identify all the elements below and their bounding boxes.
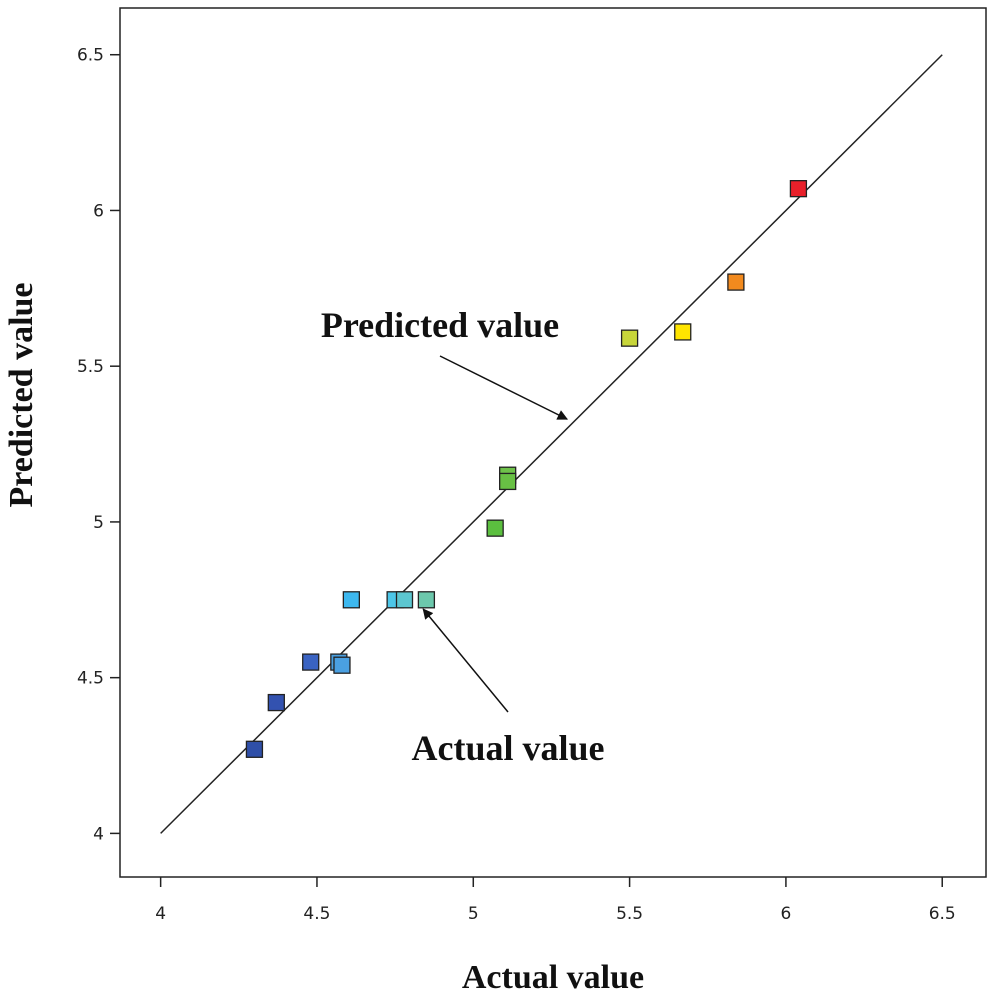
reference-line xyxy=(160,54,943,834)
plot-frame xyxy=(119,7,987,878)
y-axis-title: Predicted value xyxy=(3,282,40,507)
data-point xyxy=(417,591,436,609)
x-axis: 4 4.5 5 5.5 6 6.5 xyxy=(155,877,956,924)
data-point xyxy=(302,653,320,671)
data-point xyxy=(674,323,692,341)
data-point xyxy=(499,472,517,491)
x-tick-label: 6.5 xyxy=(929,904,956,924)
data-point xyxy=(342,591,361,609)
x-axis-title: Actual value xyxy=(462,959,644,995)
x-tick-label: 5.5 xyxy=(616,904,643,924)
y-tick-label: 6 xyxy=(93,201,104,221)
annotation-predicted-value: Predicted value xyxy=(321,305,559,345)
annotations: Predicted value Actual value xyxy=(321,305,605,768)
data-point xyxy=(486,519,504,537)
x-tick-label: 4 xyxy=(155,904,166,924)
y-tick-label: 6.5 xyxy=(77,46,104,66)
data-point xyxy=(245,740,264,758)
y-tick-label: 4 xyxy=(93,824,104,844)
annotation-actual-arrow xyxy=(422,608,509,713)
x-tick-label: 6 xyxy=(780,904,791,924)
data-points xyxy=(245,180,808,758)
data-point xyxy=(620,329,639,347)
x-tick-label: 4.5 xyxy=(303,904,330,924)
annotation-actual-value: Actual value xyxy=(412,728,605,768)
y-tick-label: 4.5 xyxy=(77,669,104,689)
data-point xyxy=(333,656,351,674)
y-tick-label: 5 xyxy=(93,513,104,533)
x-tick-label: 5 xyxy=(468,904,479,924)
y-tick-label: 5.5 xyxy=(77,357,104,377)
data-point xyxy=(727,273,745,291)
data-point xyxy=(789,180,808,198)
y-axis: 4 4.5 5 5.5 6 6.5 xyxy=(77,46,120,844)
data-point xyxy=(395,591,414,609)
annotation-predicted-arrow xyxy=(439,355,569,420)
data-point xyxy=(267,693,285,712)
